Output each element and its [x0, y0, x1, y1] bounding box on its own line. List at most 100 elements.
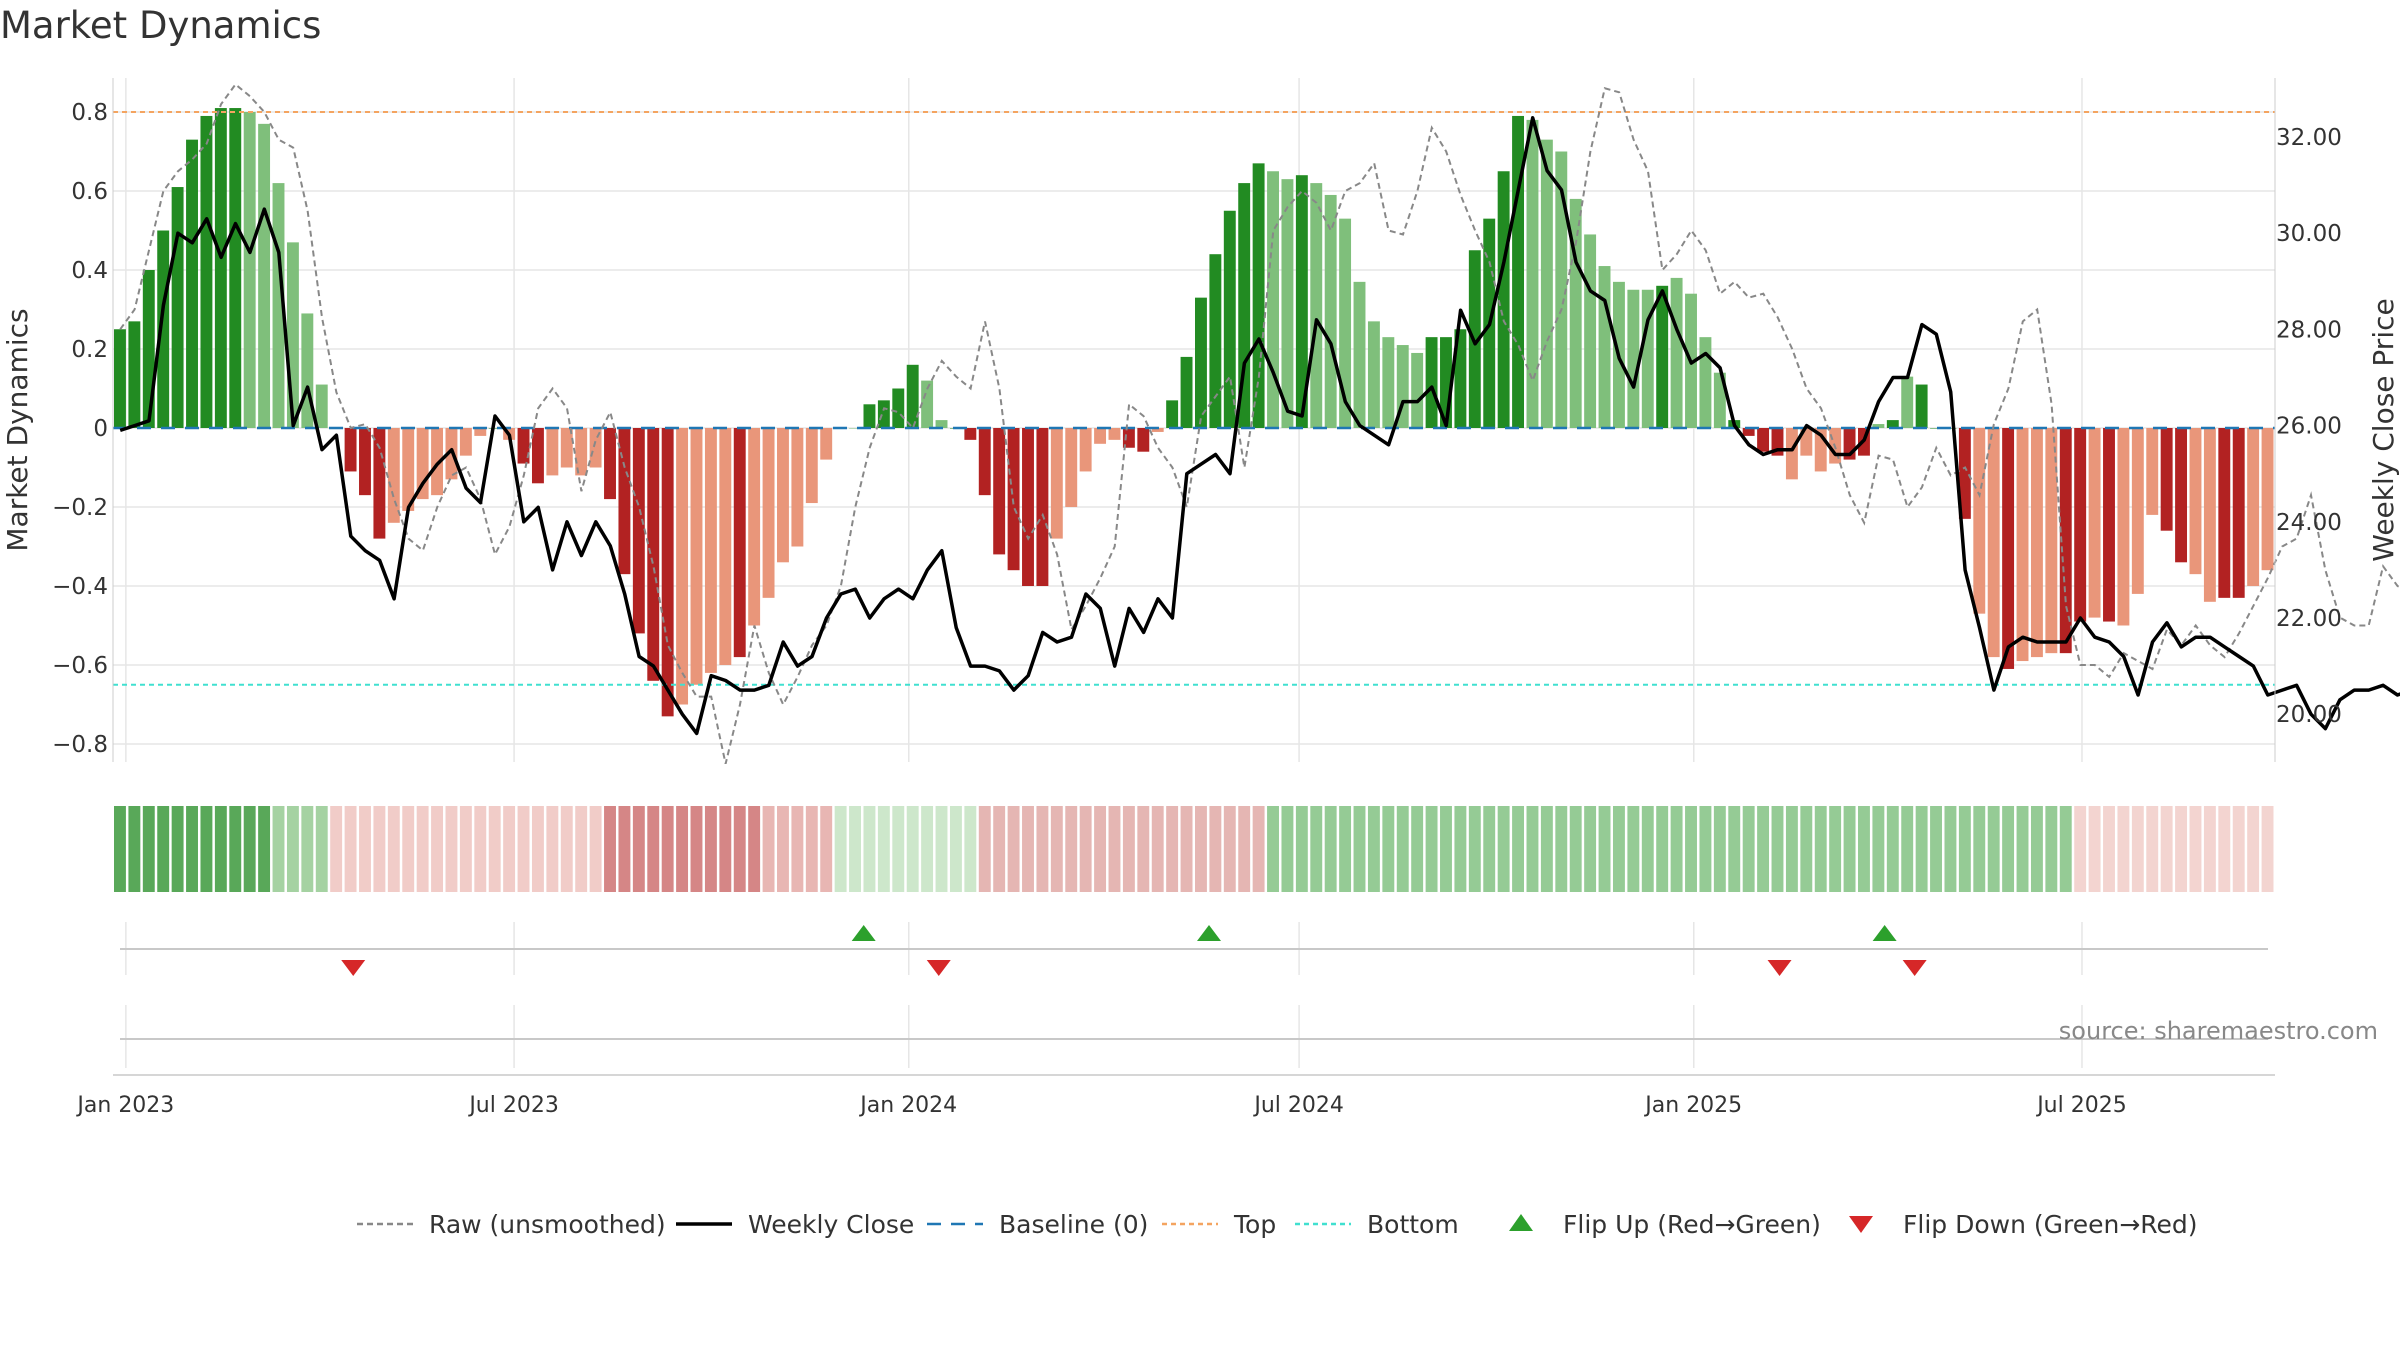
dynamics-bar [1757, 428, 1770, 452]
regime-band-cell [1670, 806, 1683, 892]
dynamics-bar [315, 384, 328, 428]
regime-band-cell [1007, 806, 1020, 892]
regime-band-cell [1483, 806, 1496, 892]
regime-band-cell [1785, 806, 1798, 892]
regime-band-cell [560, 806, 573, 892]
x-tick-label: Jan 2023 [75, 1093, 174, 1118]
regime-band-cell [604, 806, 616, 892]
regime-band-cell [1555, 806, 1568, 892]
regime-band-cell [2232, 806, 2245, 892]
regime-band-cell [661, 806, 674, 892]
dynamics-bar [1050, 428, 1063, 539]
dynamics-bar [546, 428, 559, 476]
dynamics-bar [690, 428, 703, 685]
regime-band-cell [114, 806, 126, 892]
dynamics-bar [906, 364, 919, 428]
dynamics-bar [1627, 289, 1640, 428]
regime-band-cell [1036, 806, 1049, 892]
dynamics-bar [1670, 277, 1683, 428]
legend-swatch-flip-up [1509, 1214, 1533, 1231]
dynamics-bar [704, 428, 717, 673]
regime-band-cell [589, 806, 602, 892]
regime-band-cell [1612, 806, 1625, 892]
dynamics-bar [935, 420, 948, 428]
dynamics-bar [1584, 234, 1597, 428]
dynamics-bar [1367, 321, 1380, 428]
regime-band-strip [114, 806, 2274, 892]
regime-band-cell [863, 806, 876, 892]
dynamics-bar [1151, 428, 1164, 432]
legend-label: Flip Up (Red→Green) [1563, 1210, 1821, 1239]
legend-label: Top [1233, 1210, 1276, 1239]
dynamics-bar [1022, 428, 1034, 586]
y2-tick-label: 20.00 [2276, 702, 2342, 728]
dynamics-bar [243, 112, 256, 428]
y-tick-label: 0 [93, 416, 108, 442]
regime-band-cell [1872, 806, 1885, 892]
dynamics-bar [402, 428, 415, 511]
regime-band-cell [1122, 806, 1135, 892]
dynamics-bar [589, 428, 602, 468]
y-tick-label: 0.8 [71, 100, 108, 126]
dynamics-bar [993, 428, 1006, 555]
flip-down-marker [926, 960, 951, 976]
regime-band-cell [1843, 806, 1856, 892]
dynamics-bar [1382, 337, 1395, 428]
regime-band-cell [2045, 806, 2058, 892]
legend-item: Weekly Close [676, 1210, 914, 1239]
regime-band-cell [1598, 806, 1611, 892]
regime-band-cell [1771, 806, 1784, 892]
dynamics-bar [1295, 175, 1308, 428]
dynamics-bar [517, 428, 530, 464]
flip-down-marker [1902, 960, 1927, 976]
regime-band-cell [892, 806, 905, 892]
legend: Raw (unsmoothed) Weekly Close Baseline (0)… [357, 1210, 2198, 1239]
regime-band-cell [546, 806, 559, 892]
y2-tick-label: 24.00 [2276, 510, 2342, 536]
dynamics-bar [820, 428, 833, 460]
regime-band-cell [2059, 806, 2072, 892]
legend-item: Flip Down (Green→Red) [1849, 1210, 2198, 1239]
regime-band-cell [373, 806, 386, 892]
regime-band-cell [2175, 806, 2188, 892]
regime-band-cell [1901, 806, 1914, 892]
dynamics-bar [474, 428, 487, 436]
dynamics-bar [632, 428, 645, 634]
dynamics-bar [1310, 183, 1323, 428]
dynamics-bar [1353, 281, 1366, 428]
regime-band-cell [877, 806, 890, 892]
dynamics-bar [647, 428, 660, 681]
dynamics-bar [1223, 210, 1236, 428]
chart-title: Market Dynamics [0, 4, 322, 47]
dynamics-bar [1872, 424, 1885, 428]
regime-band-cell [474, 806, 487, 892]
regime-band-cell [286, 806, 299, 892]
regime-band-cell [200, 806, 213, 892]
regime-band-cell [1295, 806, 1308, 892]
weekly-close-line [119, 116, 2400, 736]
raw-unsmoothed-line [119, 82, 2400, 765]
legend-item: Top [1162, 1210, 1276, 1239]
regime-band-cell [820, 806, 833, 892]
y-tick-label: 0.4 [71, 258, 108, 284]
dynamics-bar [2117, 428, 2130, 626]
regime-band-cell [1814, 806, 1827, 892]
x-tick-label: Jul 2025 [2035, 1093, 2127, 1118]
dynamics-bar [1137, 428, 1150, 452]
dynamics-bar [114, 329, 126, 428]
dynamics-bar [186, 139, 198, 428]
regime-band-cell [1958, 806, 1971, 892]
dynamics-bar [1122, 428, 1135, 448]
legend-label: Baseline (0) [999, 1210, 1148, 1239]
regime-band-cell [1108, 806, 1121, 892]
dynamics-bar [1166, 400, 1179, 428]
axes: −0.8 −0.6 −0.4 −0.2 0 0.2 0.4 0.6 0.8 20.00 22.00 2… [52, 78, 2342, 1118]
regime-band-cell [949, 806, 962, 892]
dynamics-bar [200, 115, 213, 428]
dynamics-bar [1800, 428, 1813, 456]
dynamics-bar [2103, 428, 2115, 622]
regime-band-cell [1800, 806, 1813, 892]
dynamics-bar [964, 428, 977, 440]
regime-band-cell [1339, 806, 1352, 892]
